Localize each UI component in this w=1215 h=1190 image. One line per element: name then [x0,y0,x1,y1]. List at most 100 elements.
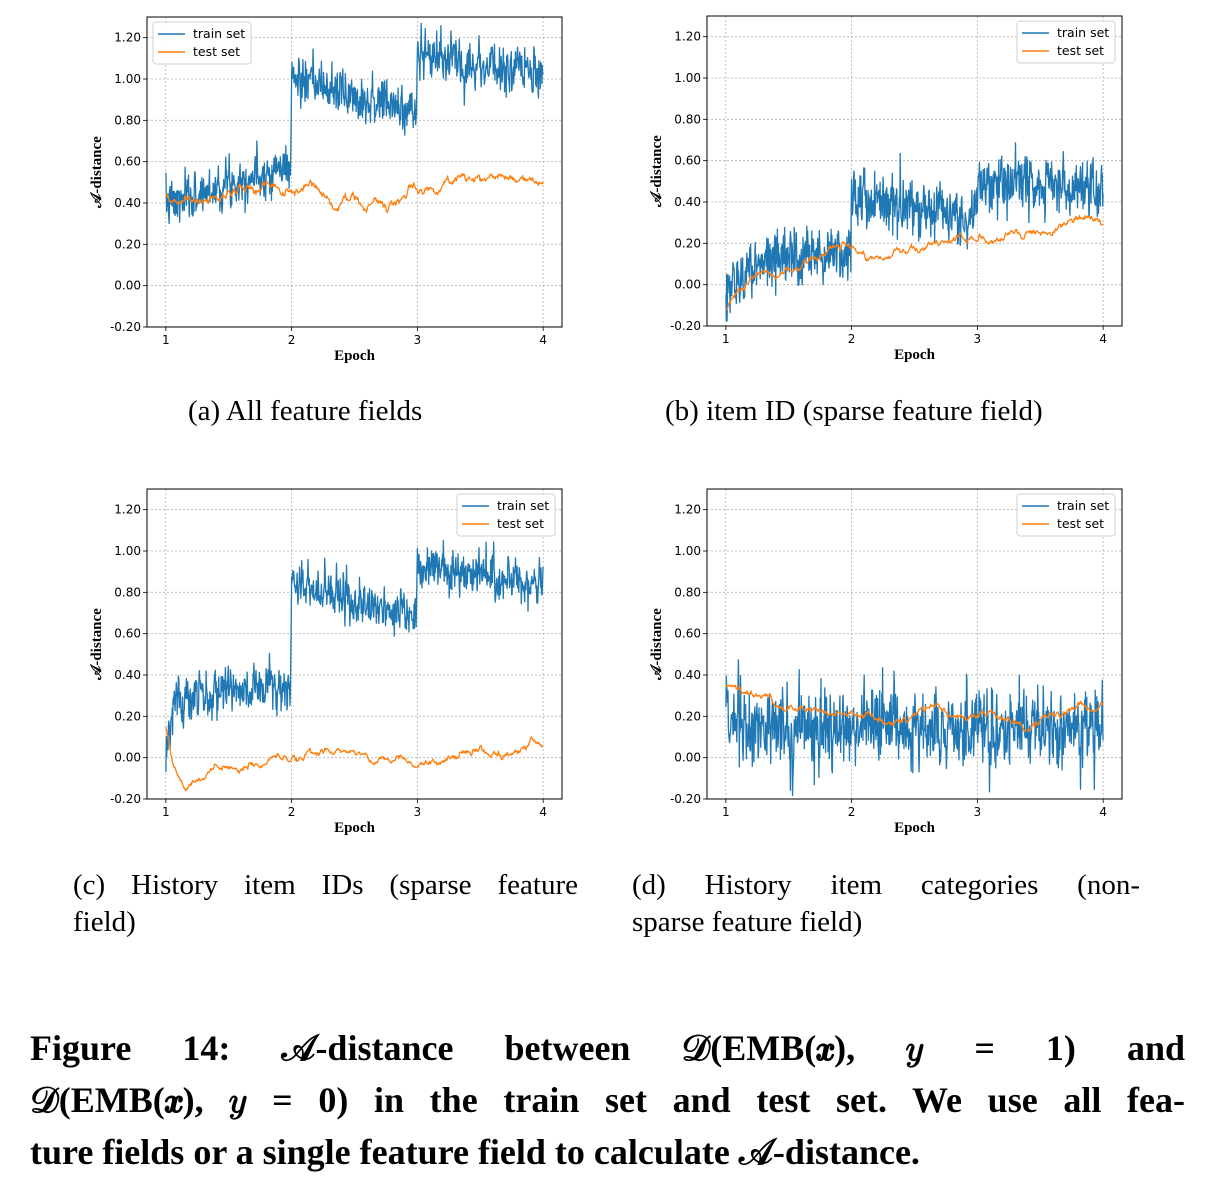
plot-frame [146,488,563,800]
legend: train set test set [456,493,556,537]
legend: train set test set [152,21,252,65]
y-tick-label: 1.20 [674,30,701,44]
y-tick-label: 1.00 [674,544,701,558]
y-tick-label: 0.20 [674,236,701,250]
x-tick-label: 3 [414,805,422,819]
x-tick-label: 2 [288,333,296,347]
y-tick-label: 0.60 [674,154,701,168]
x-tick-label: 1 [162,333,170,347]
legend-box [456,493,556,537]
series-line-test-set [165,173,544,214]
legend-label: train set [1057,498,1109,513]
x-tick-label: 2 [288,805,296,819]
series-line-train-set [165,539,544,773]
plot-frame [706,15,1123,327]
y-tick-label: 0.40 [114,668,141,682]
y-axis-label: 𝒜-distance [649,608,665,681]
y-tick-label: 0.40 [674,668,701,682]
legend-label: test set [193,44,240,59]
x-tick-label: 4 [1099,332,1107,346]
y-tick-label: 1.00 [114,72,141,86]
x-tick-label: 3 [414,333,422,347]
x-tick-label: 1 [722,805,730,819]
x-tick-label: 3 [974,332,982,346]
y-tick-label: 0.60 [114,627,141,641]
x-axis-label: Epoch [334,820,376,836]
y-tick-label: 0.60 [114,155,141,169]
y-tick-label: 0.20 [674,709,701,723]
legend-box [1016,493,1116,537]
subcaption-d-line-2: sparse feature field) [632,906,863,938]
x-tick-label: 3 [974,805,982,819]
series-group [165,539,544,792]
y-axis-label: 𝒜-distance [89,136,105,209]
x-tick-label: 2 [848,805,856,819]
x-tick-label: 1 [722,332,730,346]
y-tick-label: 1.20 [114,31,141,45]
x-tick-label: 4 [1099,805,1107,819]
subcaption-c-line-1: (c) History item IDs (sparse feature [73,869,578,901]
y-tick-label: 0.40 [114,196,141,210]
legend-label: test set [1057,516,1104,531]
y-axis-label: 𝒜-distance [649,135,665,208]
plot-frame [146,16,563,328]
chart-c-history-item-ids: 1 2 3 4 -0.20 0.00 0.20 0.40 0.60 0.80 1.00 1.20 Epo… [89,488,563,836]
y-tick-label: 0.00 [674,751,701,765]
legend: train set test set [1016,493,1116,537]
y-tick-label: 0.60 [674,627,701,641]
chart-b-item-id: 1 2 3 4 -0.20 0.00 0.20 0.40 0.60 0.80 1.00 1.20 Epo… [649,15,1123,363]
chart-a-all-feature-fields: 1 2 3 4 -0.20 0.00 0.20 0.40 0.60 0.80 1.00 1.20 Epo… [89,16,563,364]
subcaption-b: (b) item ID (sparse feature field) [665,393,1043,430]
y-tick-label: 1.20 [114,503,141,517]
series-line-test-set [165,726,544,792]
legend-box [152,21,252,65]
y-tick-label: 0.00 [114,751,141,765]
y-tick-label: 0.80 [674,585,701,599]
x-tick-label: 4 [539,333,547,347]
legend-label: test set [497,516,544,531]
x-axis-label: Epoch [894,820,936,836]
y-tick-label: -0.20 [670,319,701,333]
y-tick-label: 1.00 [114,544,141,558]
legend-label: train set [1057,25,1109,40]
x-tick-label: 1 [162,805,170,819]
y-tick-label: 0.20 [114,709,141,723]
series-group [165,22,544,225]
y-tick-label: 0.80 [674,112,701,126]
legend-label: train set [497,498,549,513]
x-axis-label: Epoch [894,347,936,363]
y-tick-label: -0.20 [670,792,701,806]
series-line-train-set [725,142,1104,322]
y-tick-label: 0.80 [114,585,141,599]
chart-d-history-item-categories: 1 2 3 4 -0.20 0.00 0.20 0.40 0.60 0.80 1.00 1.20 Epo… [649,488,1123,836]
subcaption-a: (a) All feature fields [188,393,422,430]
series-line-test-set [725,684,1104,733]
subcaption-d: (d) History item categories (non- sparse… [632,867,1140,941]
y-tick-label: -0.20 [110,792,141,806]
y-tick-label: 0.20 [114,237,141,251]
y-tick-label: 0.00 [674,278,701,292]
subcaption-c-line-2: field) [73,906,136,938]
x-tick-label: 4 [539,805,547,819]
series-line-train-set [725,659,1104,797]
series-group [725,659,1104,797]
y-axis-label: 𝒜-distance [89,608,105,681]
caption-line-2: 𝒟(EMB(𝒙), 𝑦 = 0) in the train set and te… [30,1080,1185,1120]
y-tick-label: 0.80 [114,113,141,127]
x-axis-label: Epoch [334,348,376,364]
caption-line-3: ture fields or a single feature field to… [30,1132,920,1172]
y-tick-label: -0.20 [110,320,141,334]
subcaption-a-line: (a) All feature fields [188,395,423,427]
plot-frame [706,488,1123,800]
series-line-test-set [725,214,1104,311]
y-tick-label: 0.40 [674,195,701,209]
y-tick-label: 1.20 [674,503,701,517]
caption-line-1: Figure 14: 𝒜-distance between 𝒟(EMB(𝒙), … [30,1028,1185,1068]
legend-label: test set [1057,43,1104,58]
legend-label: train set [193,26,245,41]
y-tick-label: 0.00 [114,279,141,293]
series-group [725,142,1104,322]
x-tick-label: 2 [848,332,856,346]
y-tick-label: 1.00 [674,71,701,85]
figure-caption: Figure 14: 𝒜-distance between 𝒟(EMB(𝒙), … [30,1022,1185,1178]
